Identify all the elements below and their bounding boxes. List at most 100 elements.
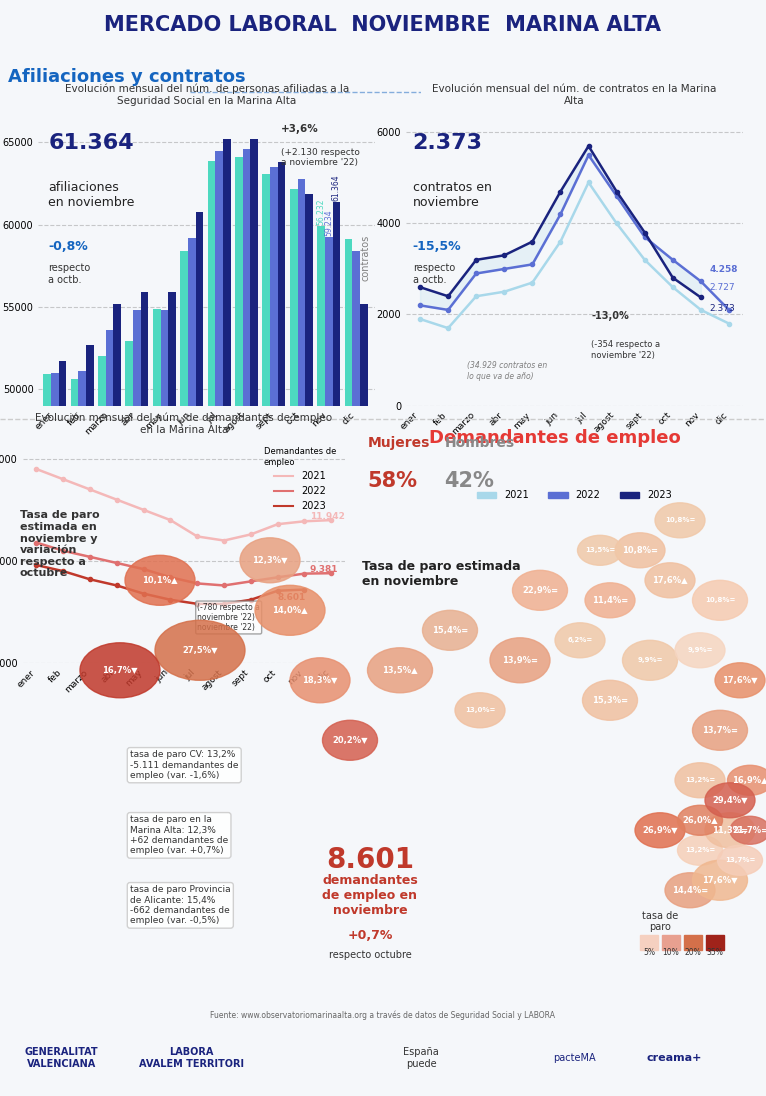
Text: 17,6%▼: 17,6%▼ <box>702 876 738 884</box>
Text: Afiliaciones y contratos: Afiliaciones y contratos <box>8 68 246 85</box>
Ellipse shape <box>80 642 160 698</box>
Title: Evolución mensual del núm. de demandantes de empleo
en la Marina Alta: Evolución mensual del núm. de demandante… <box>35 413 332 435</box>
Ellipse shape <box>255 585 325 636</box>
Bar <box>169 292 176 1096</box>
Bar <box>195 212 203 1096</box>
Ellipse shape <box>655 503 705 538</box>
Text: 20,2%▼: 20,2%▼ <box>332 735 368 745</box>
Title: Evolución mensual del núm. de personas afiliadas a la
Seguridad Social en la Mar: Evolución mensual del núm. de personas a… <box>64 84 349 106</box>
Bar <box>325 237 332 1096</box>
Text: contratos en
noviembre: contratos en noviembre <box>413 181 492 208</box>
Bar <box>153 309 161 1096</box>
Ellipse shape <box>155 620 245 681</box>
Ellipse shape <box>290 658 350 703</box>
Text: Mujeres: Mujeres <box>368 436 430 450</box>
Bar <box>360 304 368 1096</box>
Text: 13,7%=: 13,7%= <box>725 857 755 864</box>
Text: España
puede: España puede <box>404 1047 439 1069</box>
Bar <box>133 310 141 1096</box>
Ellipse shape <box>582 681 637 720</box>
Text: 9,9%=: 9,9%= <box>637 658 663 663</box>
Bar <box>662 935 680 950</box>
Text: 61.364: 61.364 <box>48 134 134 153</box>
Ellipse shape <box>555 623 605 658</box>
Text: 13,2%=: 13,2%= <box>685 847 715 854</box>
Ellipse shape <box>692 580 748 620</box>
Text: respecto
a octb.: respecto a octb. <box>48 263 90 285</box>
Text: pacteMA: pacteMA <box>553 1053 596 1063</box>
Bar <box>235 157 243 1096</box>
Bar <box>706 935 724 950</box>
Bar <box>43 375 51 1096</box>
Text: 10,1%▲: 10,1%▲ <box>142 575 178 585</box>
Bar <box>98 356 106 1096</box>
Ellipse shape <box>512 570 568 610</box>
Text: -15,5%: -15,5% <box>413 240 461 253</box>
Bar <box>640 935 658 950</box>
Ellipse shape <box>705 783 755 818</box>
Bar <box>113 304 121 1096</box>
Text: 15,3%=: 15,3%= <box>592 696 628 705</box>
Bar <box>297 179 305 1096</box>
Bar <box>270 167 278 1096</box>
Text: 8.601: 8.601 <box>277 593 306 602</box>
Ellipse shape <box>677 835 722 865</box>
Bar <box>305 194 313 1096</box>
Text: 10,8%=: 10,8%= <box>705 597 735 603</box>
Bar <box>290 189 297 1096</box>
Text: Tasa de paro
estimada en
noviembre y
variación
respecto a
octubre: Tasa de paro estimada en noviembre y var… <box>20 511 100 579</box>
Legend: 2021, 2022, 2023: 2021, 2022, 2023 <box>473 487 676 504</box>
Bar <box>141 292 149 1096</box>
Text: -0,8%: -0,8% <box>48 240 88 253</box>
Text: 2.727: 2.727 <box>709 284 735 293</box>
Bar <box>161 310 169 1096</box>
Text: 14,0%▲: 14,0%▲ <box>272 606 308 615</box>
Text: 16,9%▲: 16,9%▲ <box>732 776 766 785</box>
Text: 12,3%▼: 12,3%▼ <box>252 556 288 564</box>
Text: 27,5%▼: 27,5%▼ <box>182 646 218 654</box>
Text: MERCADO LABORAL  NOVIEMBRE  MARINA ALTA: MERCADO LABORAL NOVIEMBRE MARINA ALTA <box>104 14 662 35</box>
Bar <box>70 379 78 1096</box>
Ellipse shape <box>578 535 623 566</box>
Text: 8.601: 8.601 <box>326 846 414 875</box>
Bar <box>180 251 188 1096</box>
Ellipse shape <box>715 663 765 698</box>
Bar <box>317 227 325 1096</box>
Bar <box>684 935 702 950</box>
Text: 59.234: 59.234 <box>324 209 333 236</box>
Bar <box>58 362 66 1096</box>
Text: 17,6%▲: 17,6%▲ <box>652 575 688 585</box>
Text: 2.373: 2.373 <box>413 134 483 153</box>
Ellipse shape <box>645 563 695 597</box>
Text: creama+: creama+ <box>647 1053 702 1063</box>
Text: (-354 respecto a
noviembre '22): (-354 respecto a noviembre '22) <box>591 341 660 359</box>
Text: 6,2%=: 6,2%= <box>568 637 593 643</box>
Bar <box>51 373 58 1096</box>
Ellipse shape <box>692 860 748 900</box>
Y-axis label: contratos: contratos <box>361 235 371 281</box>
Ellipse shape <box>623 640 677 681</box>
Legend: 2021, 2022, 2023: 2021, 2022, 2023 <box>106 487 308 504</box>
Ellipse shape <box>665 872 715 907</box>
Text: respecto octubre: respecto octubre <box>329 950 411 960</box>
Text: tasa de paro en la
Marina Alta: 12,3%
+62 demandantes de
empleo (var. +0,7%): tasa de paro en la Marina Alta: 12,3% +6… <box>130 815 228 856</box>
Text: 10,8%=: 10,8%= <box>665 517 696 523</box>
Bar <box>223 139 231 1096</box>
Text: tasa de paro CV: 13,2%
-5.111 demandantes de
empleo (var. -1,6%): tasa de paro CV: 13,2% -5.111 demandante… <box>130 751 238 780</box>
Title: Evolución mensual del núm. de contratos en la Marina
Alta: Evolución mensual del núm. de contratos … <box>432 84 717 106</box>
Ellipse shape <box>615 533 665 568</box>
Ellipse shape <box>635 813 685 848</box>
Ellipse shape <box>423 610 477 650</box>
Text: tasa de
paro: tasa de paro <box>642 911 678 933</box>
Text: 13,2%=: 13,2%= <box>685 777 715 784</box>
Text: Fuente: www.observatoriomarinaalta.org a través de datos de Seguridad Social y L: Fuente: www.observatoriomarinaalta.org a… <box>211 1011 555 1020</box>
Ellipse shape <box>322 720 378 761</box>
Ellipse shape <box>675 763 725 798</box>
Text: 13,0%=: 13,0%= <box>465 707 495 713</box>
Text: 11.942: 11.942 <box>309 512 345 522</box>
Text: 11,3%=: 11,3%= <box>712 825 748 835</box>
Bar <box>215 151 223 1096</box>
Text: Tasa de paro estimada
en noviembre: Tasa de paro estimada en noviembre <box>362 560 521 589</box>
Bar <box>188 238 195 1096</box>
Ellipse shape <box>490 638 550 683</box>
